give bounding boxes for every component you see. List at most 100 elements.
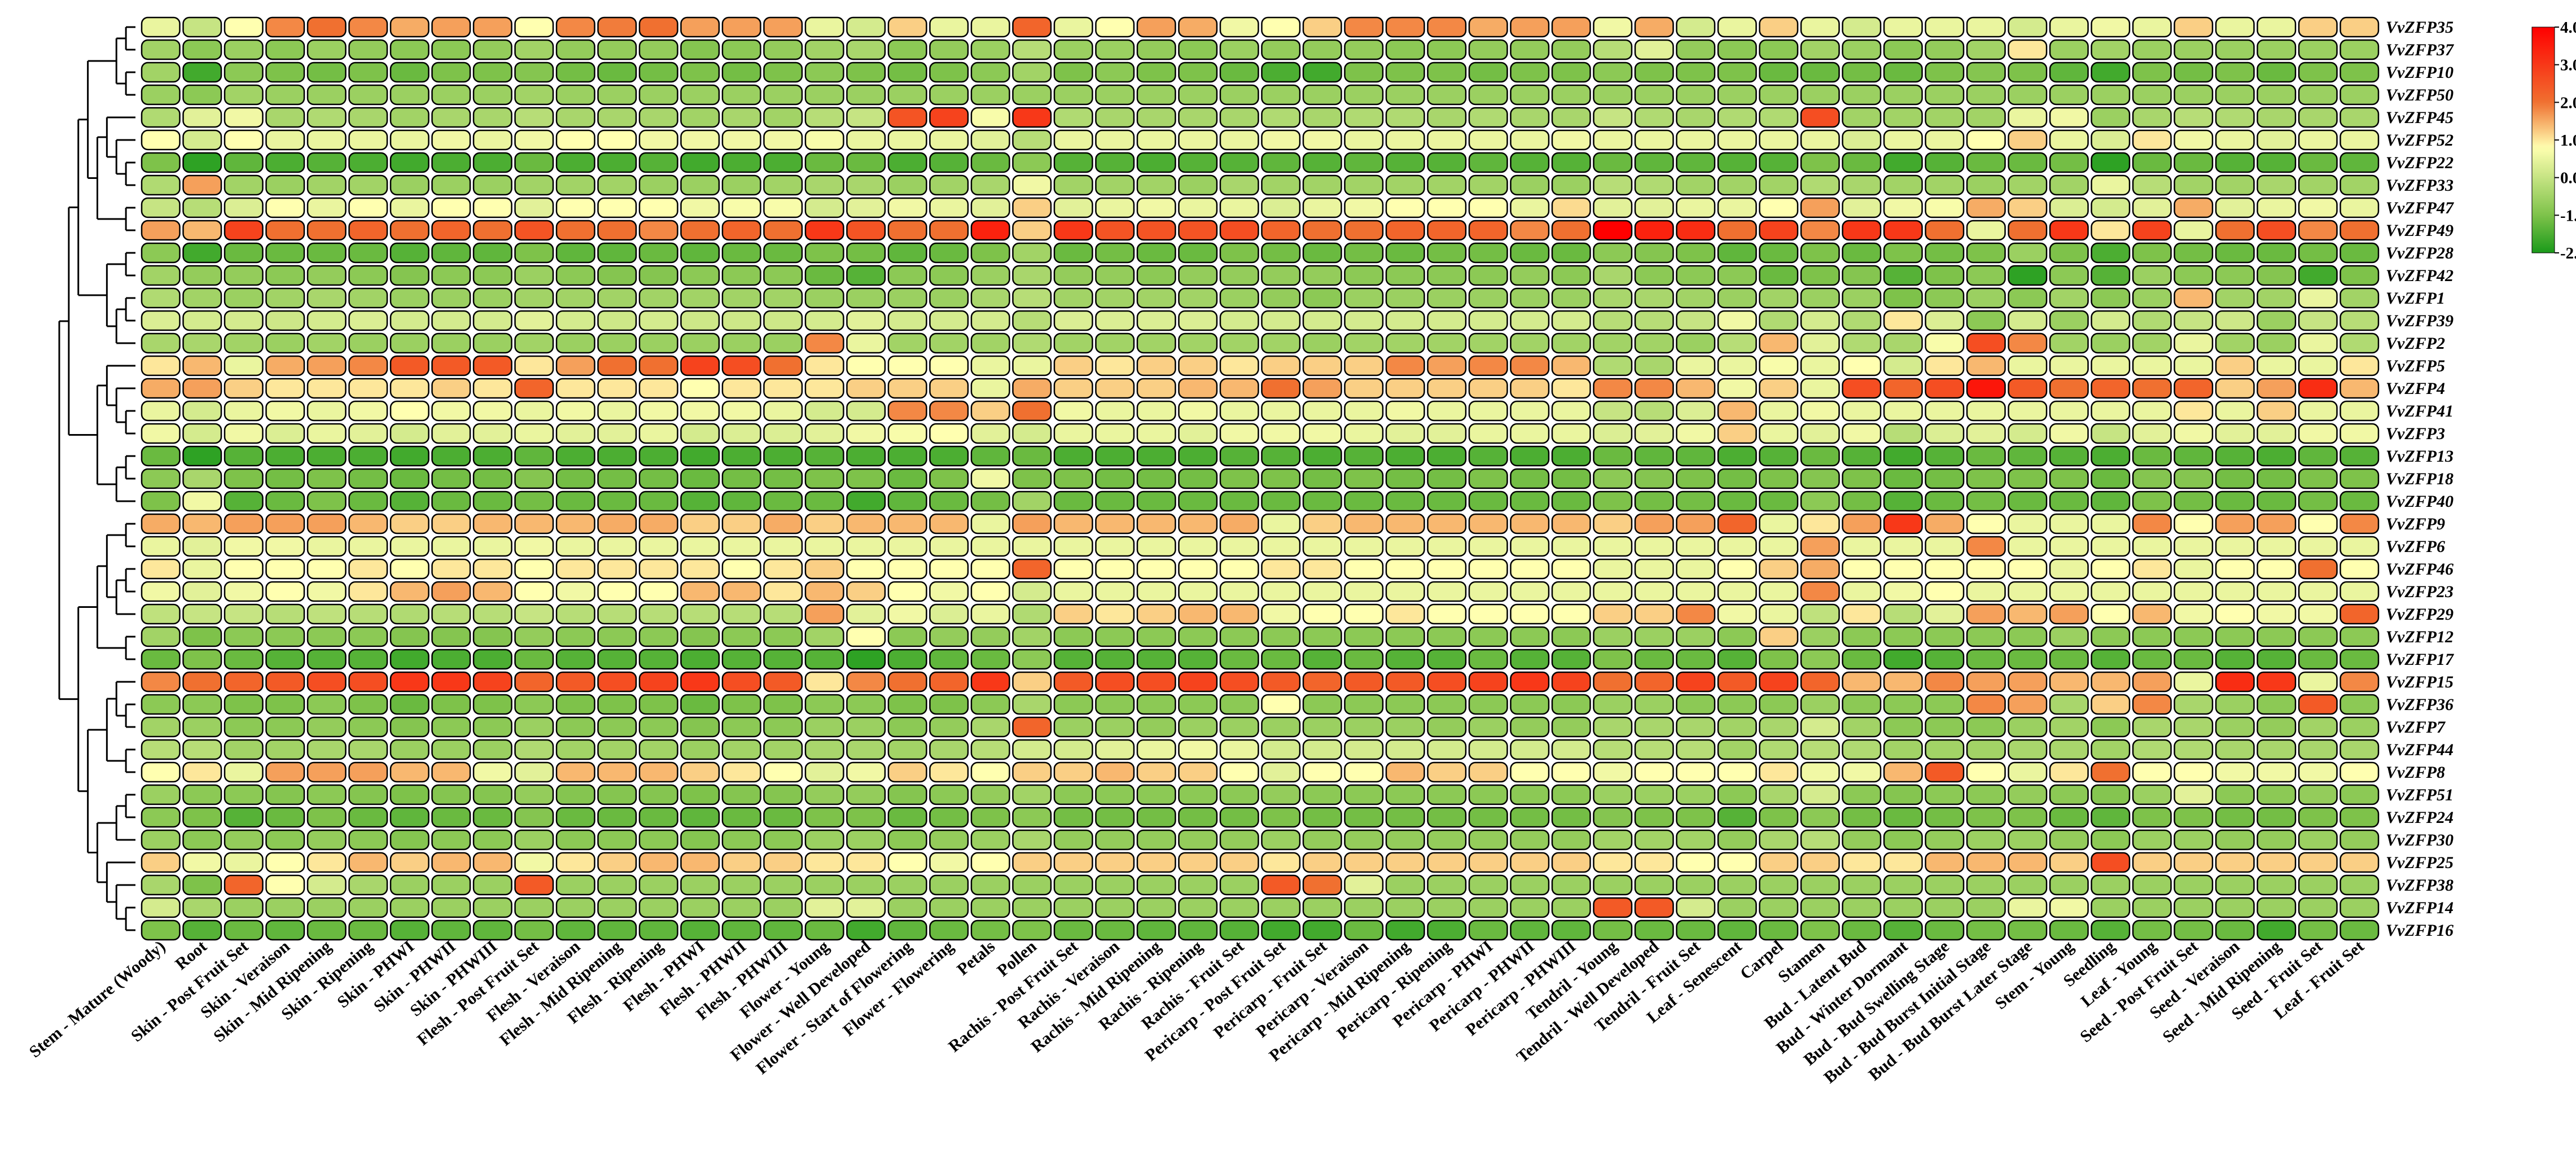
heatmap-cell [2298,310,2338,331]
heatmap-cell [1842,694,1882,715]
heatmap-cell [1883,400,1923,422]
heatmap-cell [514,716,554,738]
heatmap-cell [638,287,678,309]
heatmap-cell [1966,84,2006,106]
heatmap-cell [265,62,305,83]
heatmap-cell [1095,129,1135,151]
heatmap-cell [389,558,430,580]
heatmap-cell [431,355,471,376]
heatmap-cell [1717,265,1757,286]
heatmap-cell [1510,107,1550,128]
heatmap-cell [597,332,637,354]
heatmap-cell [763,287,803,309]
heatmap-cell [1012,39,1052,60]
heatmap-cell [721,829,761,851]
heatmap-cell [1012,716,1052,738]
heatmap-cell [1468,310,1508,331]
heatmap-cell [2174,829,2214,851]
heatmap-cell [1468,62,1508,83]
row-label: VvZFP9 [2386,515,2445,533]
heatmap-cell [1676,445,1716,467]
heatmap-cell [1095,897,1135,918]
heatmap-cell [597,84,637,106]
heatmap-cell [182,513,222,535]
heatmap-cell [1510,626,1550,647]
heatmap-cell [1136,807,1176,828]
heatmap-cell [2091,152,2131,173]
heatmap-cell [2008,129,2048,151]
heatmap-cell [1261,220,1301,241]
heatmap-cell [472,468,512,489]
heatmap-cell [1510,310,1550,331]
heatmap-cell [389,807,430,828]
heatmap-cell [1468,287,1508,309]
heatmap-cell [721,62,761,83]
heatmap-cell [1427,107,1467,128]
heatmap-cell [597,242,637,264]
heatmap-cell [2257,62,2297,83]
heatmap-cell [2257,107,2297,128]
heatmap-cell [2091,220,2131,241]
heatmap-cell [1800,919,1840,941]
heatmap-cell [970,603,1010,625]
heatmap-cell [514,874,554,896]
heatmap-cell [1385,490,1425,512]
heatmap-cell [1385,242,1425,264]
heatmap-cell [2298,807,2338,828]
heatmap-cell [721,174,761,196]
heatmap-cell [680,39,720,60]
heatmap-cell [182,423,222,444]
heatmap-cell [929,581,969,602]
heatmap-cell [887,919,927,941]
heatmap-cell [1012,265,1052,286]
heatmap-cell [970,62,1010,83]
heatmap-cell [182,716,222,738]
heatmap-cell [1385,694,1425,715]
heatmap-cell [472,694,512,715]
heatmap-cell [1053,445,1093,467]
heatmap-cell [1717,603,1757,625]
heatmap-cell [2215,694,2255,715]
heatmap-cell [1717,310,1757,331]
heatmap-cell [721,761,761,783]
heatmap-cell [2257,152,2297,173]
heatmap-cell [182,197,222,218]
heatmap-cell [1302,468,1342,489]
heatmap-cell [1053,649,1093,670]
heatmap-cell [1261,807,1301,828]
heatmap-cell [2174,694,2214,715]
heatmap-cell [2049,671,2089,693]
heatmap-cell [1966,400,2006,422]
heatmap-cell [2257,400,2297,422]
heatmap-cell [804,39,844,60]
heatmap-cell [887,807,927,828]
heatmap-cell [721,400,761,422]
heatmap-cell [1676,242,1716,264]
heatmap-cell [680,694,720,715]
heatmap-cell [1468,919,1508,941]
heatmap-cell [763,16,803,38]
heatmap-cell [597,694,637,715]
heatmap-cell [1053,332,1093,354]
heatmap-cell [1842,490,1882,512]
heatmap-cell [224,84,264,106]
heatmap-cell [1593,39,1633,60]
heatmap-cell [1468,671,1508,693]
heatmap-cell [2049,265,2089,286]
row-label: VvZFP36 [2386,695,2454,714]
row-label: VvZFP39 [2386,312,2454,330]
heatmap-cell [472,287,512,309]
heatmap-cell [2008,761,2048,783]
heatmap-cell [1800,400,1840,422]
heatmap-cell [1717,784,1757,805]
heatmap-cell [1966,220,2006,241]
heatmap-cell [1219,558,1259,580]
heatmap-cell [1925,897,1965,918]
heatmap-cell [597,558,637,580]
heatmap-cell [1261,62,1301,83]
heatmap-cell [1344,39,1384,60]
heatmap-cell [1676,265,1716,286]
row-label: VvZFP40 [2386,492,2454,511]
heatmap-cell [597,852,637,873]
heatmap-cell [1178,919,1218,941]
